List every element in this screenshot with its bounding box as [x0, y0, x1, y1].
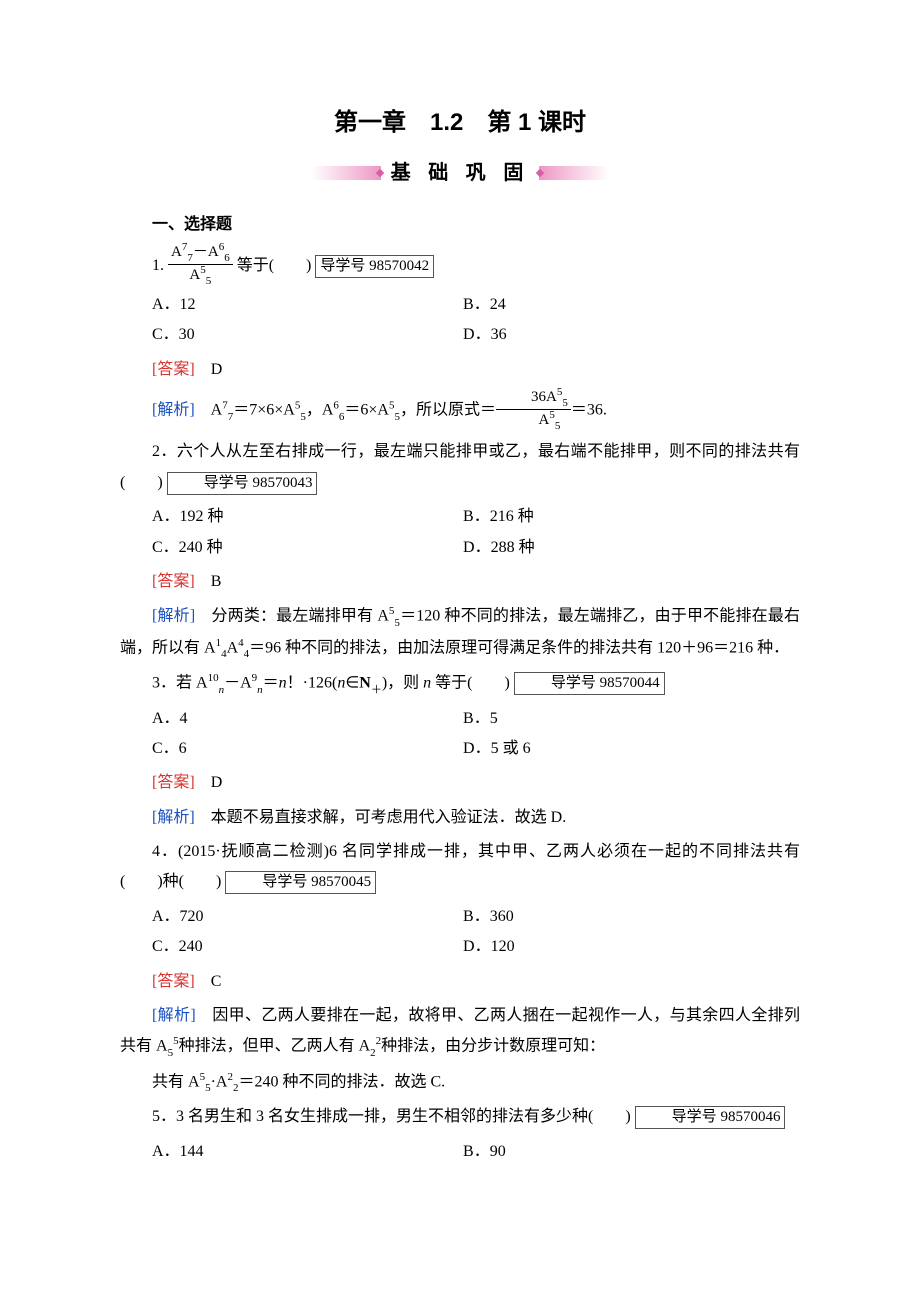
q1-number: 1.	[152, 251, 164, 281]
q3-options: A．4 B．5 C．6 D．5 或 6	[152, 704, 800, 765]
answer-label: [答案]	[152, 973, 195, 990]
answer-label: [答案]	[152, 774, 195, 791]
q4-answer: [答案] C	[120, 967, 800, 997]
q5-stem-text: 5．3 名男生和 3 名女生排成一排，男生不相邻的排法有多少种( )	[152, 1108, 631, 1125]
q5-guide: 导学号 98570046	[635, 1106, 786, 1129]
q1-guide: 导学号 98570042	[315, 255, 434, 278]
q3-answer-value: D	[211, 774, 223, 791]
q4-opt-d: D．120	[463, 932, 774, 962]
q1-answer: [答案] D	[120, 355, 800, 385]
q5-stem: 5．3 名男生和 3 名女生排成一排，男生不相邻的排法有多少种( ) 导学号 9…	[120, 1102, 800, 1132]
q4-opt-b: B．360	[463, 902, 774, 932]
q2-opt-a: A．192 种	[152, 502, 463, 532]
analysis-label: [解析]	[152, 402, 195, 419]
section-banner: 基 础 巩 固	[120, 154, 800, 192]
q4-stem-text: 4．(2015·抚顺高二检测)6 名同学排成一排，其中甲、乙两人必须在一起的不同…	[120, 843, 800, 890]
q4-analysis-2: 共有 A55·A22＝240 种不同的排法．故选 C.	[120, 1067, 800, 1098]
q1-opt-d: D．36	[463, 320, 774, 350]
q2-guide: 导学号 98570043	[167, 472, 318, 495]
q1-opt-a: A．12	[152, 290, 463, 320]
q2-opt-d: D．288 种	[463, 533, 774, 563]
q4-options: A．720 B．360 C．240 D．120	[152, 902, 800, 963]
q4-opt-c: C．240	[152, 932, 463, 962]
q1-opt-b: B．24	[463, 290, 774, 320]
analysis-label: [解析]	[152, 1007, 196, 1024]
q3-stem: 3．若 A10n－A9n＝n！·126(n∈N＋)，则 n 等于( ) 导学号 …	[120, 668, 800, 699]
banner-label: 基 础 巩 固	[381, 154, 540, 192]
chapter-title: 第一章 1.2 第 1 课时	[120, 100, 800, 146]
q2-analysis: [解析] 分两类：最左端排甲有 A55＝120 种不同的排法，最左端排乙，由于甲…	[120, 601, 800, 664]
q2-answer: [答案] B	[120, 567, 800, 597]
q5-opt-b: B．90	[463, 1137, 774, 1167]
q1-stem: 1. A77－A66 A55 等于( ) 导学号 98570042	[152, 244, 800, 288]
banner-decor-left	[311, 166, 381, 180]
answer-label: [答案]	[152, 361, 195, 378]
q1-answer-value: D	[211, 361, 223, 378]
q4-analysis-1: [解析] 因甲、乙两人要排在一起，故将甲、乙两人捆在一起视作一人，与其余四人全排…	[120, 1001, 800, 1063]
q3-analysis: [解析] 本题不易直接求解，可考虑用代入验证法．故选 D.	[120, 803, 800, 833]
q1-fraction: A77－A66 A55	[168, 242, 233, 286]
q1-opt-c: C．30	[152, 320, 463, 350]
analysis-label: [解析]	[152, 809, 195, 826]
q4-answer-value: C	[211, 973, 222, 990]
q2-answer-value: B	[211, 573, 222, 590]
q3-opt-b: B．5	[463, 704, 774, 734]
q3-opt-c: C．6	[152, 734, 463, 764]
q1-options: A．12 B．24 C．30 D．36	[152, 290, 800, 351]
q2-options: A．192 种 B．216 种 C．240 种 D．288 种	[152, 502, 800, 563]
q2-opt-c: C．240 种	[152, 533, 463, 563]
section-1-title: 一、选择题	[120, 210, 800, 240]
q1-tail: 等于( )	[237, 251, 312, 281]
answer-label: [答案]	[152, 573, 195, 590]
q4-stem: 4．(2015·抚顺高二检测)6 名同学排成一排，其中甲、乙两人必须在一起的不同…	[120, 837, 800, 898]
q2-stem: 2．六个人从左至右排成一行，最左端只能排甲或乙，最右端不能排甲，则不同的排法共有…	[120, 437, 800, 498]
q3-guide: 导学号 98570044	[514, 672, 665, 695]
q3-opt-d: D．5 或 6	[463, 734, 774, 764]
banner-decor-right	[539, 166, 609, 180]
q3-answer: [答案] D	[120, 768, 800, 798]
q2-opt-b: B．216 种	[463, 502, 774, 532]
q5-opt-a: A．144	[152, 1137, 463, 1167]
q1-analysis: [解析] A77＝7×6×A55，A66＝6×A55，所以原式＝36A55A55…	[120, 389, 800, 433]
q4-opt-a: A．720	[152, 902, 463, 932]
analysis-label: [解析]	[152, 608, 195, 625]
q3-opt-a: A．4	[152, 704, 463, 734]
q5-options: A．144 B．90	[152, 1137, 800, 1167]
q4-guide: 导学号 98570045	[225, 871, 376, 894]
